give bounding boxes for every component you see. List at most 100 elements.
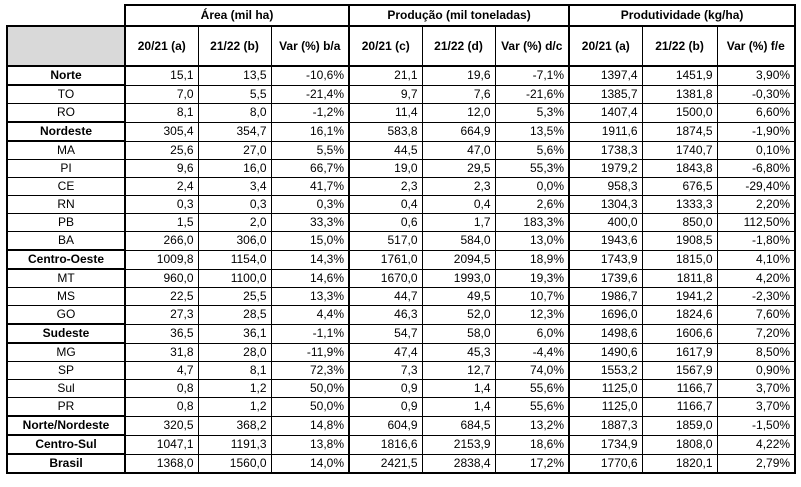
- table-row: MG 31,8 28,0 -11,9% 47,4 45,3 -4,4% 1490,6 1617,…: [6, 342, 797, 362]
- table-cell: 50,0%: [270, 397, 350, 417]
- table-cell: 1979,2: [568, 159, 643, 178]
- table-cell: 44,7: [348, 287, 423, 306]
- table-cell: 1761,0: [348, 249, 423, 270]
- table-cell: 18,6%: [494, 434, 570, 455]
- table-cell: 44,5: [348, 140, 423, 160]
- table-cell: 183,3%: [494, 213, 570, 232]
- table-row: BA 266,0 306,0 15,0% 517,0 584,0 13,0% 1943,6 19…: [6, 231, 797, 251]
- row-label: BA: [6, 231, 126, 251]
- row-label: Sudeste: [6, 323, 126, 344]
- table-cell: 49,5: [421, 287, 496, 306]
- col-header: Var (%) b/a: [270, 25, 350, 67]
- table-cell: 0,9: [348, 379, 423, 398]
- table-cell: 0,4: [348, 195, 423, 214]
- table-cell: 5,5: [197, 84, 272, 104]
- table-cell: 2,79%: [716, 453, 797, 474]
- row-label: Centro-Oeste: [6, 249, 126, 270]
- row-label: Centro-Sul: [6, 434, 126, 455]
- row-label: Norte: [6, 65, 126, 86]
- table-cell: 1808,0: [641, 434, 718, 455]
- table-cell: 36,5: [124, 323, 199, 344]
- table-cell: 55,3%: [494, 159, 570, 178]
- table-cell: 1009,8: [124, 249, 199, 270]
- table-cell: 0,8: [124, 397, 199, 417]
- table-cell: 0,3: [124, 195, 199, 214]
- table-cell: 22,5: [124, 287, 199, 306]
- table-cell: 0,3%: [270, 195, 350, 214]
- col-header: 20/21 (a): [124, 25, 199, 67]
- table-cell: 1743,9: [568, 249, 643, 270]
- table-cell: 74,0%: [494, 361, 570, 380]
- table-cell: 12,3%: [494, 305, 570, 325]
- table-cell: 1154,0: [197, 249, 272, 270]
- table-container: Área (mil ha) Produção (mil toneladas) P…: [6, 4, 797, 474]
- table-cell: 1397,4: [568, 65, 643, 86]
- table-cell: 5,5%: [270, 140, 350, 160]
- table-cell: -1,90%: [716, 121, 797, 142]
- table-cell: 72,3%: [270, 361, 350, 380]
- table-cell: 14,3%: [270, 249, 350, 270]
- table-cell: 14,6%: [270, 268, 350, 288]
- table-cell: 4,10%: [716, 249, 797, 270]
- table-cell: 27,3: [124, 305, 199, 325]
- table-cell: 3,70%: [716, 397, 797, 417]
- table-cell: 58,0: [421, 323, 496, 344]
- table-cell: 0,6: [348, 213, 423, 232]
- table-cell: 1843,8: [641, 159, 718, 178]
- table-cell: 1993,0: [421, 268, 496, 288]
- table-cell: 28,0: [197, 342, 272, 362]
- table-cell: 8,50%: [716, 342, 797, 362]
- col-header: Var (%) f/e: [716, 25, 797, 67]
- table-cell: 1498,6: [568, 323, 643, 344]
- table-cell: 13,5%: [494, 121, 570, 142]
- table-cell: 1911,6: [568, 121, 643, 142]
- table-cell: 12,7: [421, 361, 496, 380]
- table-cell: 4,4%: [270, 305, 350, 325]
- column-header-row: 20/21 (a) 21/22 (b) Var (%) b/a 20/21 (c…: [6, 25, 797, 67]
- table-cell: 8,1: [197, 361, 272, 380]
- table-cell: 7,20%: [716, 323, 797, 344]
- table-cell: 1874,5: [641, 121, 718, 142]
- table-cell: 3,4: [197, 177, 272, 196]
- table-cell: 0,90%: [716, 361, 797, 380]
- table-cell: 15,1: [124, 65, 199, 86]
- table-cell: 17,2%: [494, 453, 570, 474]
- corner-label-cell: [6, 25, 126, 67]
- table-cell: 1125,0: [568, 379, 643, 398]
- table-cell: 47,0: [421, 140, 496, 160]
- table-cell: 2,20%: [716, 195, 797, 214]
- table-cell: 13,8%: [270, 434, 350, 455]
- table-cell: 9,6: [124, 159, 199, 178]
- table-cell: 14,8%: [270, 415, 350, 436]
- table-cell: 45,3: [421, 342, 496, 362]
- table-cell: 684,5: [421, 415, 496, 436]
- table-cell: 1606,6: [641, 323, 718, 344]
- table-cell: -2,30%: [716, 287, 797, 306]
- row-label: PR: [6, 397, 126, 417]
- table-cell: 305,4: [124, 121, 199, 142]
- table-cell: 0,0%: [494, 177, 570, 196]
- table-row: Centro-Oeste 1009,8 1154,0 14,3% 1761,0 2094,…: [6, 249, 797, 270]
- table-row: MS 22,5 25,5 13,3% 44,7 49,5 10,7% 1986,7 1941,2…: [6, 287, 797, 306]
- table-cell: 850,0: [641, 213, 718, 232]
- table-cell: 50,0%: [270, 379, 350, 398]
- row-label: SP: [6, 361, 126, 380]
- table-cell: 31,8: [124, 342, 199, 362]
- table-cell: 19,0: [348, 159, 423, 178]
- table-cell: 54,7: [348, 323, 423, 344]
- table-cell: 1617,9: [641, 342, 718, 362]
- col-header: 21/22 (b): [197, 25, 272, 67]
- table-cell: 1670,0: [348, 268, 423, 288]
- table-cell: 368,2: [197, 415, 272, 436]
- table-row: RN 0,3 0,3 0,3% 0,4 0,4 2,6% 1304,3 1333,3 2,20%: [6, 195, 797, 214]
- table-cell: -11,9%: [270, 342, 350, 362]
- table-cell: -1,80%: [716, 231, 797, 251]
- table-cell: 12,0: [421, 103, 496, 123]
- table-cell: 1943,6: [568, 231, 643, 251]
- table-cell: 7,60%: [716, 305, 797, 325]
- table-cell: 2,3: [421, 177, 496, 196]
- table-cell: 1166,7: [641, 379, 718, 398]
- table-cell: 2153,9: [421, 434, 496, 455]
- table-cell: 66,7%: [270, 159, 350, 178]
- table-cell: 0,8: [124, 379, 199, 398]
